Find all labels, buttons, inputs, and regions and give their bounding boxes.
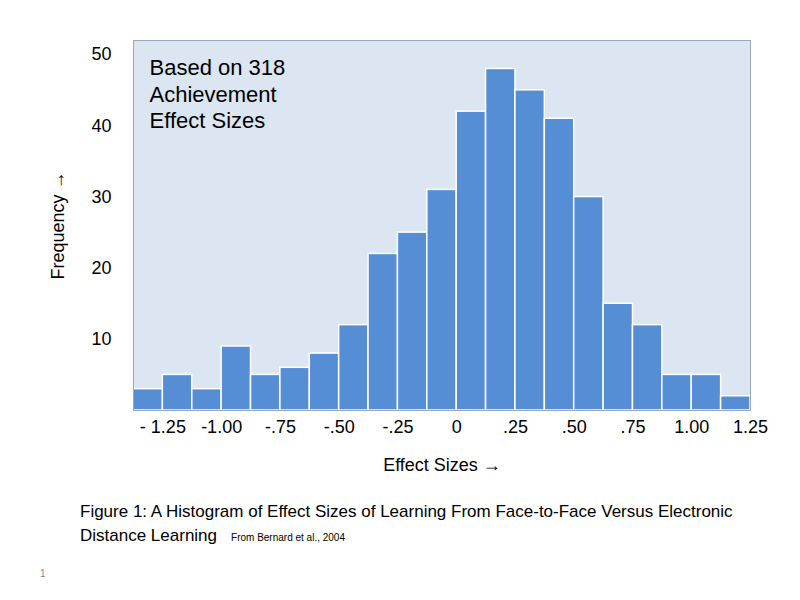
svg-text:- 1.25: - 1.25: [140, 417, 186, 437]
svg-text:-1.00: -1.00: [201, 417, 242, 437]
svg-text:50: 50: [91, 44, 111, 64]
html-text:1: 1: [40, 568, 46, 579]
svg-text:1.25: 1.25: [733, 417, 768, 437]
svg-text:-.50: -.50: [324, 417, 355, 437]
svg-text:Based on 318AchievementEffect: Based on 318AchievementEffect Sizes: [150, 55, 286, 133]
svg-text:-.25: -.25: [382, 417, 413, 437]
svg-text:Frequency →: Frequency →: [48, 171, 68, 279]
svg-text:.25: .25: [503, 417, 528, 437]
svg-text:.75: .75: [620, 417, 645, 437]
svg-text:1.00: 1.00: [674, 417, 709, 437]
svg-text:30: 30: [91, 187, 111, 207]
svg-text:Effect Sizes →: Effect Sizes →: [383, 455, 501, 475]
html-text:From Bernard et al., 2004: From Bernard et al., 2004: [231, 532, 345, 543]
svg-text:-.75: -.75: [265, 417, 296, 437]
svg-text:40: 40: [91, 116, 111, 136]
html-text:Figure 1: A Histogram of Effec: Figure 1: A Histogram of Effect Sizes of…: [80, 502, 733, 545]
svg-text:0: 0: [452, 417, 462, 437]
svg-text:20: 20: [91, 258, 111, 278]
svg-text:.50: .50: [562, 417, 587, 437]
svg-text:10: 10: [91, 329, 111, 349]
